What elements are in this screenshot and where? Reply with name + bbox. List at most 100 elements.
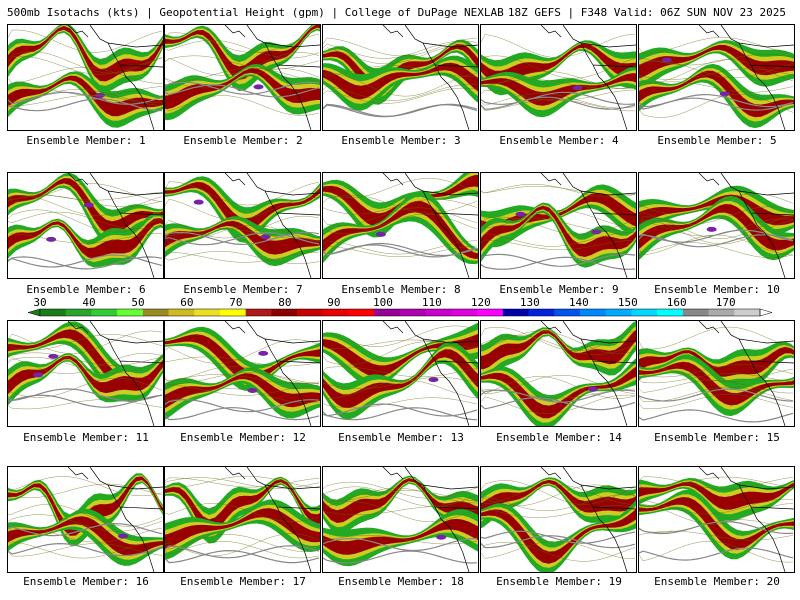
height-line xyxy=(165,95,320,116)
geopotential-contour xyxy=(639,547,794,561)
colorbar-swatch xyxy=(657,309,684,316)
height-line xyxy=(323,37,478,57)
colorbar-tick-label: 120 xyxy=(471,296,491,309)
height-line xyxy=(165,181,320,206)
height-line xyxy=(481,216,636,235)
isotach-shading xyxy=(639,361,794,406)
colorbar-frame xyxy=(39,308,761,317)
colorbar-tick-label: 150 xyxy=(618,296,638,309)
coastline xyxy=(224,25,320,130)
geopotential-contour xyxy=(639,234,794,248)
height-line xyxy=(639,394,794,409)
colorbar-swatch xyxy=(502,309,529,316)
isotach-shading xyxy=(323,201,478,259)
ensemble-member-label: Ensemble Member: 8 xyxy=(341,283,461,296)
geopotential-contour xyxy=(639,97,794,111)
height-line xyxy=(639,476,794,490)
height-line xyxy=(639,93,794,118)
isotach-shading xyxy=(323,478,478,523)
ensemble-panel-17 xyxy=(164,466,321,573)
isotach-shading xyxy=(8,329,163,386)
height-line xyxy=(323,240,478,255)
geopotential-contour xyxy=(323,537,478,552)
coastline xyxy=(382,173,478,278)
isotach-map-13 xyxy=(323,321,478,426)
isotach-map-10 xyxy=(639,173,794,278)
ensemble-member-label: Ensemble Member: 9 xyxy=(499,283,619,296)
geopotential-contour xyxy=(481,397,636,411)
colorbar-tick-label: 160 xyxy=(667,296,687,309)
map-header: 500mb Isotachs (kts) | Geopotential Heig… xyxy=(0,5,800,21)
colorbar-swatch xyxy=(528,309,555,316)
isotach-shading xyxy=(481,330,636,370)
isotach-map-2 xyxy=(165,25,320,130)
colorbar-tick-label: 100 xyxy=(373,296,393,309)
colorbar-swatch xyxy=(682,309,709,316)
height-line xyxy=(481,484,636,507)
height-line xyxy=(165,55,320,70)
coastline xyxy=(698,467,794,572)
height-line xyxy=(639,59,794,83)
height-line xyxy=(165,68,320,89)
ensemble-member-label: Ensemble Member: 19 xyxy=(496,575,622,588)
geopotential-contour xyxy=(8,542,163,557)
height-line xyxy=(165,372,320,385)
height-line xyxy=(639,476,794,488)
colorbar-swatch xyxy=(605,309,632,316)
coastline xyxy=(67,321,163,426)
height-line xyxy=(8,378,163,398)
height-line xyxy=(8,476,163,497)
geopotential-contour xyxy=(323,403,478,417)
colorbar-swatch xyxy=(400,309,427,316)
coastline xyxy=(382,25,478,130)
ensemble-panel-6 xyxy=(7,172,164,279)
height-line xyxy=(165,477,320,489)
colorbar-tick-label: 90 xyxy=(327,296,340,309)
height-line xyxy=(323,341,478,366)
height-line xyxy=(639,541,794,563)
geopotential-contour xyxy=(481,96,636,110)
isotach-map-9 xyxy=(481,173,636,278)
coastline xyxy=(224,467,320,572)
colorbar-swatch xyxy=(734,309,761,316)
geopotential-contour xyxy=(481,91,636,105)
geopotential-contour xyxy=(8,98,163,112)
colorbar-swatch xyxy=(245,309,272,316)
header-valid-time: 18Z GEFS | F348 Valid: 06Z SUN NOV 23 20… xyxy=(507,6,786,19)
height-line xyxy=(8,51,163,74)
colorbar-swatch xyxy=(554,309,581,316)
geopotential-contour xyxy=(639,409,794,423)
geopotential-contour xyxy=(639,229,794,243)
height-line xyxy=(481,494,636,511)
ensemble-panel-13 xyxy=(322,320,479,427)
height-line xyxy=(481,330,636,354)
ensemble-panel-19 xyxy=(480,466,637,573)
height-line xyxy=(481,334,636,355)
height-line xyxy=(323,178,478,199)
colorbar-swatch xyxy=(425,309,452,316)
coastline xyxy=(67,25,163,130)
height-line xyxy=(323,72,478,97)
height-line xyxy=(165,503,320,522)
height-line xyxy=(323,198,478,215)
height-line xyxy=(639,503,794,525)
height-line xyxy=(323,397,478,409)
ensemble-panel-2 xyxy=(164,24,321,131)
isotach-shading xyxy=(639,195,794,261)
isotach-shading xyxy=(639,204,794,251)
isotach-map-12 xyxy=(165,321,320,426)
colorbar-swatch xyxy=(40,309,67,316)
isotach-shading xyxy=(639,481,794,510)
isotach-shading xyxy=(165,508,320,549)
height-line xyxy=(165,52,320,76)
height-line xyxy=(165,215,320,239)
isotach-peak xyxy=(258,350,269,356)
geopotential-contour xyxy=(481,530,636,544)
height-line xyxy=(639,206,794,225)
coastline xyxy=(698,173,794,278)
isotach-shading xyxy=(481,321,636,381)
height-line xyxy=(165,477,320,488)
isotach-peak xyxy=(118,533,129,539)
height-line xyxy=(639,54,794,66)
ensemble-member-label: Ensemble Member: 10 xyxy=(654,283,780,296)
